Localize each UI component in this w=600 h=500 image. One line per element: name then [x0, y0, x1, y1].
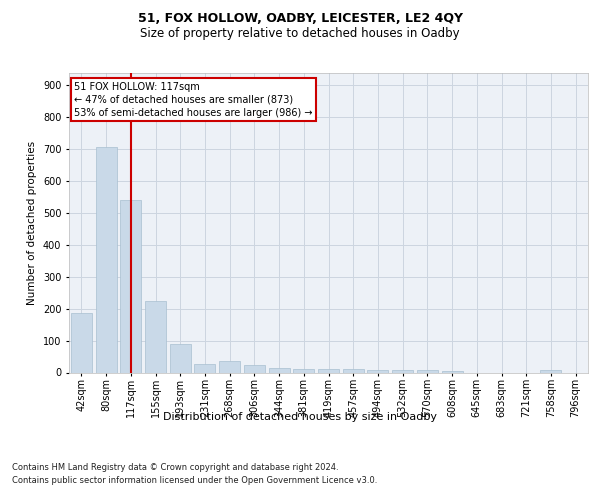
Text: 51, FOX HOLLOW, OADBY, LEICESTER, LE2 4QY: 51, FOX HOLLOW, OADBY, LEICESTER, LE2 4Q… — [137, 12, 463, 26]
Bar — [95, 146, 116, 372]
Bar — [442, 370, 463, 372]
Text: Distribution of detached houses by size in Oadby: Distribution of detached houses by size … — [163, 412, 437, 422]
Bar — [269, 368, 290, 372]
Bar — [219, 362, 240, 372]
Text: 51 FOX HOLLOW: 117sqm
← 47% of detached houses are smaller (873)
53% of semi-det: 51 FOX HOLLOW: 117sqm ← 47% of detached … — [74, 82, 313, 118]
Bar — [541, 370, 562, 372]
Bar — [293, 370, 314, 372]
Bar — [145, 300, 166, 372]
Bar — [392, 370, 413, 372]
Bar — [170, 344, 191, 372]
Bar — [417, 370, 438, 372]
Text: Size of property relative to detached houses in Oadby: Size of property relative to detached ho… — [140, 28, 460, 40]
Bar — [244, 366, 265, 372]
Text: Contains HM Land Registry data © Crown copyright and database right 2024.: Contains HM Land Registry data © Crown c… — [12, 462, 338, 471]
Bar — [120, 200, 141, 372]
Bar — [367, 370, 388, 372]
Bar — [194, 364, 215, 372]
Bar — [71, 314, 92, 372]
Bar — [318, 368, 339, 372]
Bar — [343, 370, 364, 372]
Text: Contains public sector information licensed under the Open Government Licence v3: Contains public sector information licen… — [12, 476, 377, 485]
Y-axis label: Number of detached properties: Number of detached properties — [28, 140, 37, 304]
